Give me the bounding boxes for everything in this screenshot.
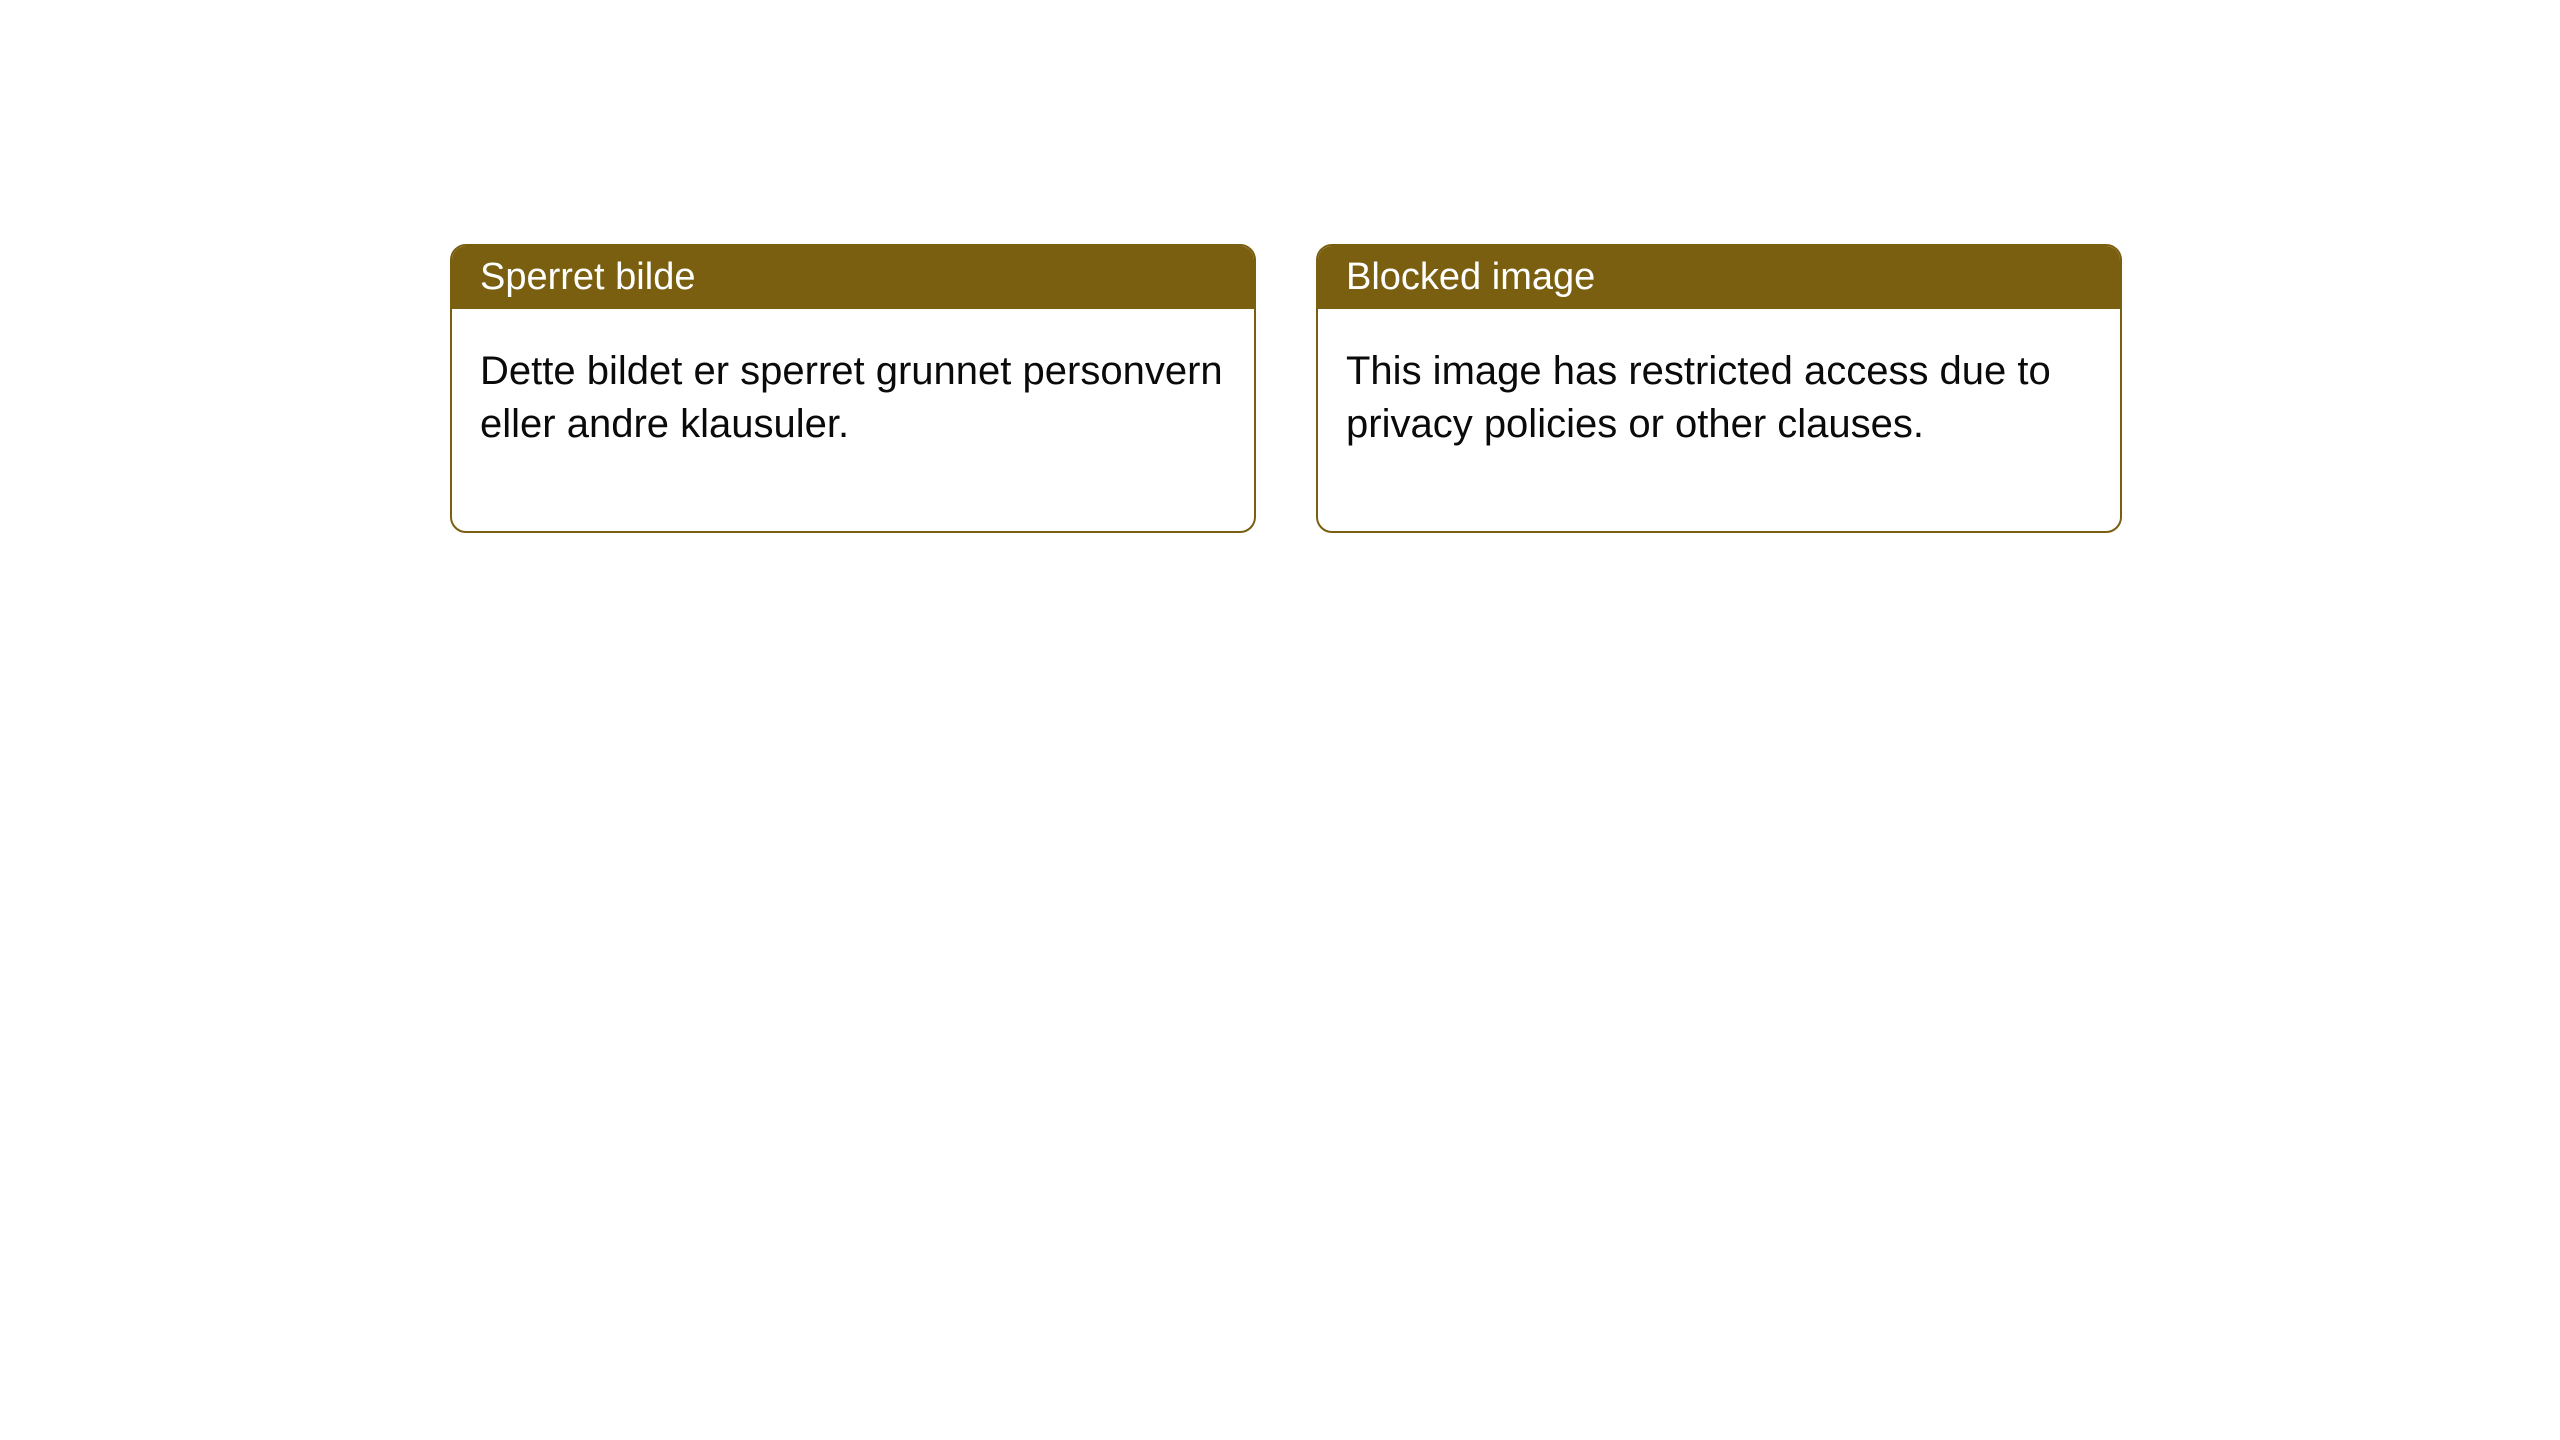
card-body-en: This image has restricted access due to … [1318,309,2120,531]
blocked-image-card-en: Blocked image This image has restricted … [1316,244,2122,533]
notice-container: Sperret bilde Dette bildet er sperret gr… [0,0,2560,533]
card-header-no: Sperret bilde [452,246,1254,309]
card-text-en: This image has restricted access due to … [1346,349,2051,446]
card-title-no: Sperret bilde [480,256,695,298]
card-header-en: Blocked image [1318,246,2120,309]
card-title-en: Blocked image [1346,256,1595,298]
card-text-no: Dette bildet er sperret grunnet personve… [480,349,1223,446]
blocked-image-card-no: Sperret bilde Dette bildet er sperret gr… [450,244,1256,533]
card-body-no: Dette bildet er sperret grunnet personve… [452,309,1254,531]
